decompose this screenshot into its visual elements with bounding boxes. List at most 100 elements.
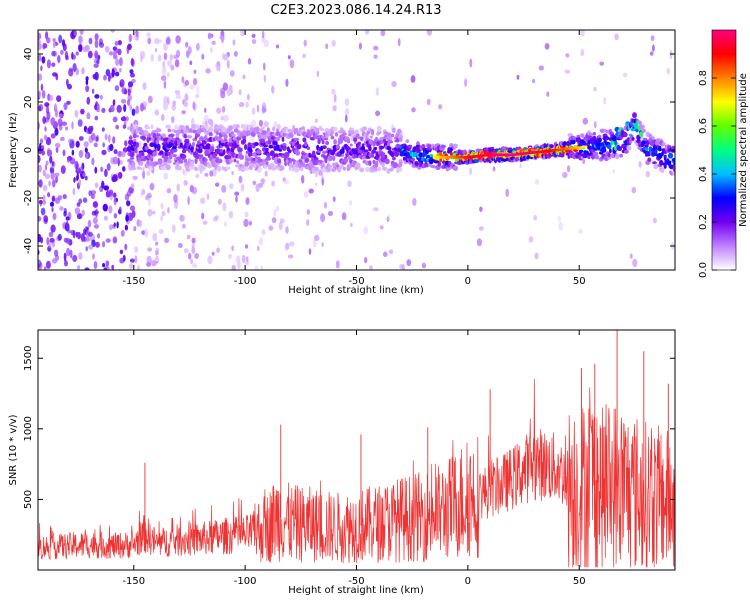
spectrogram-speckle	[314, 118, 319, 124]
spectrogram-speckle	[161, 113, 165, 122]
spectrogram-ridge-cell	[132, 132, 137, 139]
spectrogram-speckle	[40, 237, 44, 244]
spectrogram-ridge-cell	[388, 149, 392, 154]
spectrogram-ridge-cell	[660, 167, 665, 174]
spectrogram-speckle	[119, 79, 125, 88]
spectrogram-speckle	[44, 126, 47, 132]
spectrogram-speckle	[38, 179, 43, 188]
y-tick-label: 1000	[23, 416, 34, 441]
spectrogram-speckle	[166, 188, 172, 194]
x-tick-label: -50	[348, 576, 364, 587]
spectrogram-speckle	[599, 61, 605, 66]
x-tick-label: 0	[465, 276, 471, 287]
spectrogram-speckle	[92, 253, 95, 260]
spectrogram-frame	[37, 29, 676, 271]
spectrogram-ridge-cell	[623, 149, 629, 154]
spectrogram-speckle	[55, 197, 59, 204]
spectrogram-speckle	[63, 102, 68, 111]
spectrogram-ridge-cell	[637, 120, 642, 125]
spectrogram-ridge-cell	[381, 152, 386, 157]
spectrogram-speckle	[216, 107, 222, 114]
spectrogram-ridge-cell	[272, 140, 278, 146]
spectrogram-speckle	[364, 30, 370, 35]
spectrogram-speckle	[60, 136, 65, 142]
spectrogram-ridge-cell	[227, 155, 232, 159]
spectrogram-speckle	[174, 90, 181, 95]
spectrogram-speckle	[54, 142, 61, 148]
spectrogram-ridge-cell	[372, 159, 376, 165]
spectrogram-ridge-cell	[155, 128, 162, 133]
spectrogram-speckle	[170, 64, 175, 71]
spectrogram-ridge-cell	[215, 161, 220, 166]
spectrogram-speckle	[113, 222, 117, 227]
spectrogram-speckle	[69, 157, 76, 165]
spectrogram-speckle	[163, 172, 169, 180]
spectrogram-speckle	[256, 104, 260, 113]
spectrogram-ridge-cell	[213, 155, 217, 159]
spectrogram-speckle	[100, 166, 104, 172]
spectrogram-ridge-cell	[196, 128, 202, 135]
spectrogram-speckle	[383, 251, 388, 258]
spectrogram-ridge-cell	[325, 140, 330, 146]
spectrogram-ridge-cell	[361, 145, 366, 151]
spectrogram-speckle	[410, 75, 416, 83]
spectrogram-speckle	[254, 265, 259, 270]
spectrogram-ridge-cell	[604, 137, 608, 140]
spectrogram-speckle	[167, 60, 172, 67]
spectrogram-speckle	[50, 133, 56, 139]
spectrogram-ridge-cell	[394, 151, 400, 157]
spectrogram-ridge-cell	[128, 139, 134, 146]
spectrogram-ridge-cell	[218, 139, 222, 145]
spectrogram-speckle	[478, 226, 484, 231]
spectrogram-speckle	[55, 175, 58, 184]
spectrogram-ridge-cell	[321, 140, 325, 145]
spectrogram-speckle	[38, 104, 44, 112]
spectrogram-speckle	[200, 197, 206, 205]
spectrogram-speckle	[117, 157, 120, 167]
spectrogram-ridge-cell	[431, 143, 435, 148]
spectrogram-speckle	[341, 212, 347, 221]
spectrogram-speckle	[99, 94, 103, 100]
spectrogram-ridge-cell	[275, 136, 281, 142]
x-tick-label: 0	[465, 576, 471, 587]
spectrogram-ridge-cell	[257, 158, 263, 163]
spectrogram-speckle	[84, 237, 91, 242]
spectrogram-speckle	[77, 119, 83, 127]
spectrogram-speckle	[245, 101, 249, 108]
spectrogram-speckle	[125, 214, 129, 222]
spectrogram-ridge-cell	[282, 145, 287, 151]
spectrogram-speckle	[187, 196, 190, 205]
spectrogram-speckle	[421, 262, 426, 269]
spectrogram-speckle	[91, 210, 97, 216]
spectrogram-speckle	[380, 30, 386, 37]
spectrogram-speckle	[45, 137, 52, 146]
spectrogram-ridge-cell	[216, 165, 222, 172]
spectrogram-ridge-cell	[231, 133, 236, 137]
spectrogram-speckle	[42, 194, 46, 202]
spectrogram-speckle	[247, 58, 252, 65]
spectrogram-speckle	[544, 43, 550, 50]
spectrogram-ridge-cell	[204, 135, 207, 142]
spectrogram-speckle	[176, 183, 180, 192]
colorbar-tick-label: 0.6	[698, 118, 709, 134]
snr-frame	[37, 329, 676, 571]
spectrogram-speckle	[83, 141, 89, 148]
spectrogram-speckle	[134, 255, 138, 264]
y-tick-label: -20	[23, 190, 34, 206]
spectrogram-speckle	[68, 67, 73, 72]
spectrogram-speckle	[181, 76, 185, 84]
spectrogram-speckle	[593, 87, 597, 92]
spectrogram-ridge-cell	[155, 139, 160, 145]
spectrogram-speckle	[622, 72, 628, 78]
spectrogram-speckle	[189, 84, 195, 90]
spectrogram-speckle	[139, 219, 143, 228]
spectrogram-speckle	[113, 149, 118, 155]
spectrogram-speckle	[154, 241, 159, 246]
spectrogram-speckle	[181, 110, 186, 115]
spectrogram-ridge-cell	[368, 145, 372, 152]
spectrogram-speckle	[78, 252, 83, 260]
spectrogram-speckle	[166, 96, 170, 105]
spectrogram-ridge-cell	[662, 142, 666, 146]
spectrogram-speckle	[160, 75, 167, 81]
